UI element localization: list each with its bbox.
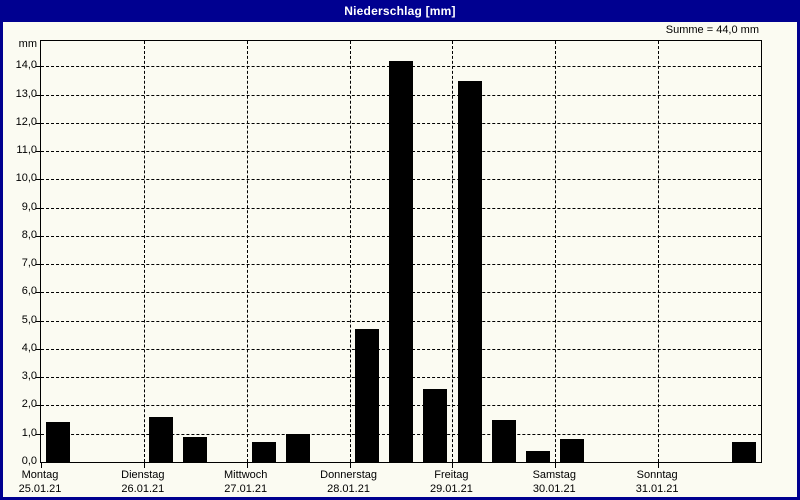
day-name: Dienstag bbox=[121, 469, 165, 481]
day-gridline bbox=[143, 41, 145, 462]
y-tick bbox=[36, 66, 40, 68]
day-gridline bbox=[452, 41, 454, 462]
y-tick bbox=[36, 320, 40, 322]
y-tick-label: 13,0 bbox=[15, 87, 37, 100]
y-tick bbox=[36, 151, 40, 153]
chart-content: Summe = 44,0 mm mm 0,0 1,0 2,0 3,0 4,0 5,0 6,0… bbox=[3, 22, 797, 497]
y-tick bbox=[36, 292, 40, 294]
day-date: 30.01.21 bbox=[532, 483, 576, 495]
y-tick bbox=[36, 235, 40, 237]
day-date: 29.01.21 bbox=[430, 483, 473, 495]
precipitation-bar bbox=[183, 437, 207, 462]
y-tick bbox=[36, 94, 40, 96]
y-tick bbox=[36, 179, 40, 181]
day-tick bbox=[41, 463, 42, 468]
day-tick bbox=[349, 463, 351, 468]
precipitation-bar bbox=[423, 389, 447, 462]
day-date: 28.01.21 bbox=[327, 483, 370, 495]
y-tick bbox=[36, 264, 40, 266]
precipitation-bar bbox=[492, 420, 516, 462]
day-label: Sonntag 31.01.21 bbox=[602, 468, 712, 496]
day-tick bbox=[658, 463, 660, 468]
precipitation-bar bbox=[355, 329, 379, 462]
day-name: Samstag bbox=[532, 469, 576, 481]
window-title: Niederschlag [mm] bbox=[344, 4, 456, 18]
day-label: Freitag 29.01.21 bbox=[396, 468, 506, 496]
y-tick-label: 4,0 bbox=[21, 341, 37, 354]
precipitation-bar bbox=[560, 439, 584, 462]
plot-area bbox=[36, 40, 762, 468]
y-axis-unit-label: mm bbox=[18, 38, 37, 50]
y-tick bbox=[36, 433, 40, 435]
precipitation-bar bbox=[458, 81, 482, 462]
day-tick bbox=[452, 463, 454, 468]
y-tick-label: 7,0 bbox=[21, 257, 37, 270]
y-tick-label: 11,0 bbox=[16, 144, 37, 157]
day-name: Donnerstag bbox=[320, 469, 377, 481]
day-label: Samstag 30.01.21 bbox=[499, 468, 609, 496]
precipitation-bar bbox=[46, 422, 70, 462]
precipitation-bar bbox=[252, 442, 276, 462]
precipitation-bar bbox=[732, 442, 756, 462]
day-gridline bbox=[555, 41, 557, 462]
y-tick-label: 12,0 bbox=[15, 115, 37, 128]
day-gridline bbox=[349, 41, 351, 462]
sum-label: Summe = 44,0 mm bbox=[665, 24, 759, 36]
y-tick bbox=[36, 207, 40, 209]
day-label: Donnerstag 28.01.21 bbox=[294, 468, 404, 496]
y-tick-label: 6,0 bbox=[21, 285, 37, 298]
day-name: Montag bbox=[21, 469, 59, 481]
y-tick-label: 3,0 bbox=[21, 370, 37, 383]
day-label: Mittwoch 27.01.21 bbox=[191, 468, 301, 496]
day-tick bbox=[555, 463, 557, 468]
y-tick-label: 9,0 bbox=[21, 200, 37, 213]
y-tick-label: 1,0 bbox=[21, 426, 37, 439]
precipitation-bar bbox=[149, 417, 173, 462]
day-date: 26.01.21 bbox=[121, 483, 165, 495]
window-titlebar[interactable]: Niederschlag [mm] bbox=[0, 0, 800, 22]
precipitation-bar bbox=[526, 451, 550, 462]
precipitation-bar bbox=[286, 434, 310, 462]
day-label: Dienstag 26.01.21 bbox=[88, 468, 198, 496]
y-tick bbox=[36, 377, 40, 379]
y-tick-label: 5,0 bbox=[21, 313, 37, 326]
y-tick-label: 10,0 bbox=[15, 172, 37, 185]
y-tick-label: 0,0 bbox=[21, 455, 37, 467]
day-name: Freitag bbox=[434, 469, 469, 481]
day-tick bbox=[143, 463, 145, 468]
day-tick bbox=[246, 463, 248, 468]
y-tick bbox=[36, 348, 40, 350]
y-tick-label: 2,0 bbox=[21, 398, 37, 411]
day-gridline bbox=[246, 41, 248, 462]
day-name: Sonntag bbox=[636, 469, 678, 481]
y-tick-label: 14,0 bbox=[15, 59, 37, 72]
precipitation-bar bbox=[389, 61, 413, 462]
y-tick-label: 8,0 bbox=[21, 228, 37, 241]
day-date: 27.01.21 bbox=[224, 483, 268, 495]
day-label: Montag 25.01.21 bbox=[0, 468, 95, 496]
y-tick bbox=[36, 122, 40, 124]
day-name: Mittwoch bbox=[224, 469, 268, 481]
day-date: 25.01.21 bbox=[18, 483, 62, 495]
y-tick bbox=[36, 405, 40, 407]
day-date: 31.01.21 bbox=[635, 483, 679, 495]
day-gridline bbox=[658, 41, 660, 462]
